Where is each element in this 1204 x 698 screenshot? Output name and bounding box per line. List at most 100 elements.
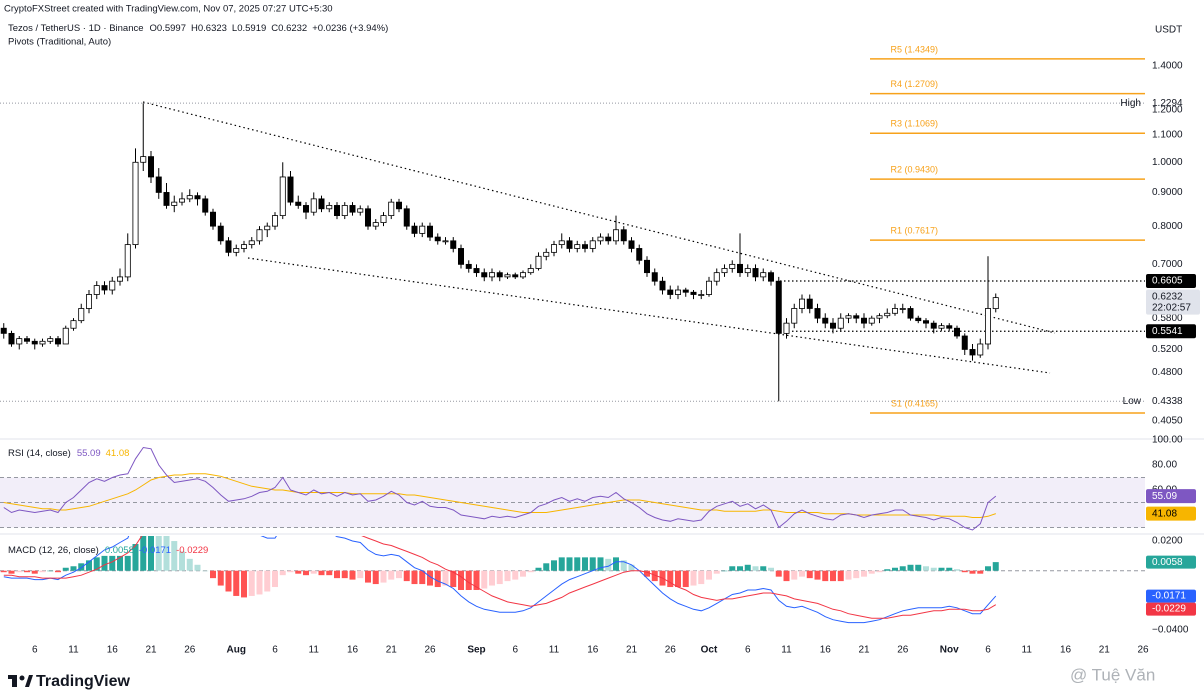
pivot-label: R3 (1.1069) xyxy=(890,119,938,129)
candle-body xyxy=(101,285,108,291)
candle-body xyxy=(411,225,418,234)
upper-trendline xyxy=(142,101,1056,334)
rsi-legend: RSI (14, close) 55.09 41.08 xyxy=(8,448,129,459)
macd-legend-value: -0.0171 xyxy=(139,545,171,556)
candle-body xyxy=(659,280,666,291)
candle-body xyxy=(295,201,302,206)
candle-body xyxy=(946,325,953,329)
macd-value-label: -0.0171 xyxy=(1152,591,1186,602)
macd-histogram-bar xyxy=(225,570,232,592)
logo xyxy=(8,675,33,687)
macd-histogram-bar xyxy=(47,570,54,572)
macd-histogram-bar xyxy=(62,567,69,571)
pivot-label: S1 (0.4165) xyxy=(891,398,938,408)
macd-histogram-bar xyxy=(985,566,991,571)
candle-body xyxy=(341,205,348,217)
macd-histogram-bar xyxy=(644,570,650,577)
candle-body xyxy=(434,236,441,242)
candle-body xyxy=(349,205,356,213)
macd-histogram-bar xyxy=(667,570,674,588)
macd-histogram-bar xyxy=(977,570,984,574)
y-tick-label: 0.4050 xyxy=(1152,416,1183,427)
c-value: 0.6232 xyxy=(278,23,307,34)
candle-body xyxy=(310,198,317,213)
macd-histogram-bar xyxy=(279,570,286,576)
x-tick-label: Oct xyxy=(701,645,718,656)
candle-body xyxy=(892,308,899,314)
candle-body xyxy=(31,340,38,345)
h-label: H xyxy=(191,23,198,34)
candle-body xyxy=(907,308,914,319)
candle-body xyxy=(868,317,875,324)
macd-histogram-bar xyxy=(171,541,178,571)
level-box xyxy=(1146,273,1196,288)
candle-body xyxy=(884,312,891,317)
pivot-label: R2 (0.9430) xyxy=(890,164,938,174)
x-tick-label: 11 xyxy=(549,645,560,656)
candle-body xyxy=(117,276,124,282)
symbol: Tezos / TetherUS · 1D · Binance xyxy=(8,23,144,34)
macd-histogram-bar xyxy=(450,570,457,588)
candle-body xyxy=(737,263,744,274)
x-tick-label: 16 xyxy=(587,645,599,656)
candle-body xyxy=(721,268,728,274)
x-tick-label: 16 xyxy=(347,645,359,656)
watermark: @ Tuệ Văn xyxy=(1070,665,1155,684)
macd-histogram-bar xyxy=(442,570,449,586)
candle-body xyxy=(977,343,984,356)
x-tick-label: 6 xyxy=(512,645,518,656)
macd-histogram-bar xyxy=(589,557,596,571)
candle-body xyxy=(403,208,410,227)
macd-histogram-bar xyxy=(752,566,759,571)
candle-body xyxy=(930,322,937,329)
pane: R5 (1.4349) R4 (1.2709) R3 (1.1069) R2 (0.9… xyxy=(870,44,1145,414)
macd-histogram-bar xyxy=(512,570,519,580)
legend-line: Tezos / TetherUS · 1D · Binance O0.5997 H0… xyxy=(8,23,388,34)
macd-histogram-bar xyxy=(357,570,364,579)
candle-body xyxy=(202,198,209,213)
candle-body xyxy=(302,205,309,213)
macd-histogram-bar xyxy=(868,570,875,574)
macd-histogram-bar xyxy=(124,555,131,571)
macd-histogram-bar xyxy=(915,564,922,571)
x-tick-label: 11 xyxy=(309,645,320,656)
macd-histogram-bar xyxy=(465,570,472,591)
x-tick-label: 11 xyxy=(781,645,792,656)
h-value: 0.6323 xyxy=(198,23,227,34)
macd-histogram-bar xyxy=(388,570,395,580)
candle-body xyxy=(124,244,131,278)
y-tick-label: 0.5800 xyxy=(1152,313,1183,324)
candle-body xyxy=(876,315,883,319)
macd-histogram-bar xyxy=(210,570,216,579)
candle-body xyxy=(861,317,868,324)
macd-histogram-bar xyxy=(303,570,309,576)
macd-histogram-bar xyxy=(194,564,201,571)
x-tick-label: 11 xyxy=(1022,645,1033,656)
macd-value-label: -0.0229 xyxy=(1152,604,1186,615)
candle-body xyxy=(364,208,371,227)
macd-histogram-bar xyxy=(24,570,30,573)
macd-histogram-bar xyxy=(264,570,271,592)
candle-body xyxy=(775,280,782,334)
x-tick-label: 21 xyxy=(386,645,398,656)
macd-histogram-bar xyxy=(783,570,790,582)
macd-histogram-bar xyxy=(923,566,929,571)
macd-histogram-bar xyxy=(101,555,108,571)
x-tick-label: 16 xyxy=(107,645,119,656)
macd-histogram-bar xyxy=(899,566,906,571)
x-tick-label: 16 xyxy=(1060,645,1072,656)
macd-histogram-bar xyxy=(403,570,410,582)
candle-body xyxy=(395,201,402,210)
x-tick-label: 21 xyxy=(858,645,870,656)
macd-histogram-bar xyxy=(427,570,433,586)
o-label: O xyxy=(150,23,157,34)
candle-body xyxy=(70,320,77,329)
candle-body xyxy=(713,272,720,282)
candle-body xyxy=(558,240,565,246)
macd-histogram-bar xyxy=(954,569,960,571)
candle-body xyxy=(760,272,767,278)
trendlines xyxy=(142,101,1056,374)
candle-body xyxy=(899,308,906,310)
macd-tick-label: −0.0400 xyxy=(1152,625,1189,636)
macd-histogram-bar xyxy=(504,570,511,582)
